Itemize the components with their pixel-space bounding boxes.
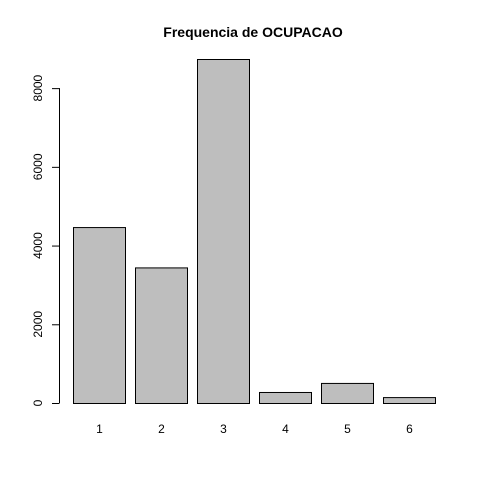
bar-6 (383, 397, 436, 404)
bars-group (73, 59, 436, 405)
x-tick-label: 1 (96, 422, 103, 436)
bar-2 (135, 267, 188, 404)
y-tick-label: 6000 (31, 153, 45, 180)
x-tick-label: 4 (282, 422, 289, 436)
x-tick-label: 2 (158, 422, 165, 436)
x-tick-labels: 1 2 3 4 5 6 (96, 422, 413, 436)
bar-4 (259, 391, 312, 404)
bar-3 (197, 59, 250, 404)
chart-title: Frequencia de OCUPACAO (163, 24, 343, 40)
bar-5 (321, 382, 374, 405)
y-tick-label: 0 (31, 399, 45, 406)
bar-1 (73, 227, 126, 404)
y-tick-label: 4000 (31, 232, 45, 259)
x-tick-label: 3 (220, 422, 227, 436)
x-tick-label: 5 (344, 422, 351, 436)
y-tick-label: 8000 (31, 74, 45, 101)
x-tick-label: 6 (406, 422, 413, 436)
y-tick-label: 2000 (31, 311, 45, 338)
y-axis: 0 2000 4000 6000 8000 (31, 74, 60, 406)
